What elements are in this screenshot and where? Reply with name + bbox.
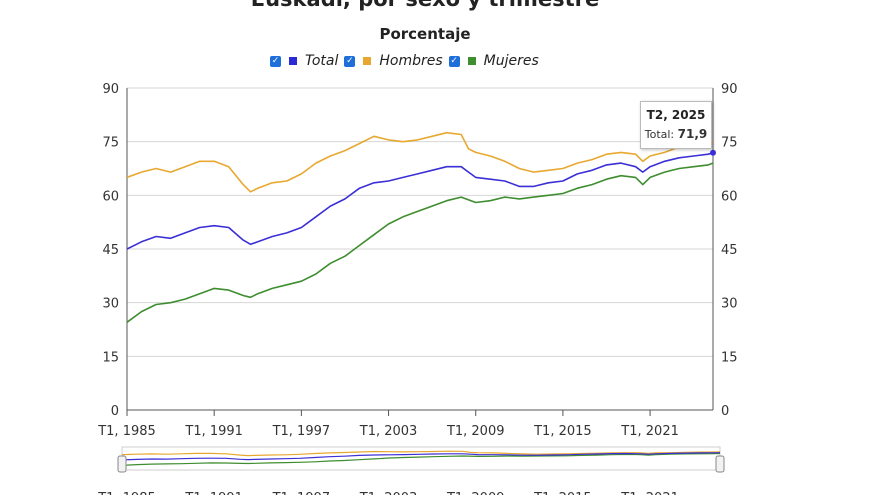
legend-label-total: Total bbox=[305, 53, 339, 69]
tooltip: T2, 2025 Total: 71,9 bbox=[640, 101, 712, 149]
x-tick-label-4: T1, 2009 bbox=[446, 424, 505, 439]
y-tick-label-right-5: 75 bbox=[721, 136, 738, 151]
navigator-line-hombres bbox=[121, 450, 721, 457]
legend-item-hombres[interactable]: ✓ Hombres bbox=[344, 53, 443, 69]
navigator-label-0: T1, 1985 bbox=[97, 491, 156, 495]
y-tick-label-right-3: 45 bbox=[721, 243, 738, 258]
legend-item-mujeres[interactable]: ✓ Mujeres bbox=[448, 53, 539, 69]
navigator-handle-right bbox=[715, 455, 725, 473]
tooltip-title: T2, 2025 bbox=[646, 108, 706, 122]
legend-label-hombres: Hombres bbox=[379, 53, 443, 69]
legend-swatch-hombres bbox=[363, 57, 372, 65]
series-line-mujeres bbox=[126, 162, 714, 323]
navigator-line-total bbox=[121, 452, 721, 461]
navigator-label-4: T1, 2009 bbox=[446, 491, 505, 495]
series-line-hombres bbox=[126, 131, 714, 193]
y-tick-label-right-4: 60 bbox=[721, 189, 738, 204]
x-tick-label-0: T1, 1985 bbox=[97, 424, 156, 439]
x-tick-label-1: T1, 1991 bbox=[184, 424, 243, 439]
y-tick-label-right-2: 30 bbox=[721, 297, 738, 312]
y-tick-label-left-1: 15 bbox=[102, 350, 119, 365]
y-tick-label-right-0: 0 bbox=[721, 404, 729, 419]
y-tick-label-left-6: 90 bbox=[102, 82, 119, 97]
y-tick-label-left-5: 75 bbox=[102, 136, 119, 151]
navigator-label-5: T1, 2015 bbox=[533, 491, 592, 495]
y-tick-label-left-0: 0 bbox=[111, 404, 119, 419]
navigator-line-mujeres bbox=[121, 452, 721, 466]
tooltip-body: Total: 71,9 bbox=[641, 127, 711, 141]
navigator-label-1: T1, 1991 bbox=[184, 491, 243, 495]
hover-point-marker bbox=[710, 149, 716, 156]
navigator-label-3: T1, 2003 bbox=[359, 491, 418, 495]
x-tick-label-6: T1, 2021 bbox=[620, 424, 679, 439]
legend-swatch-total bbox=[289, 57, 297, 65]
legend-item-total[interactable]: ✓ Total bbox=[270, 53, 338, 69]
legend-label-mujeres: Mujeres bbox=[483, 53, 539, 69]
navigator-label-6: T1, 2021 bbox=[620, 491, 679, 495]
x-tick-label-3: T1, 2003 bbox=[359, 424, 418, 439]
series-line-total bbox=[126, 152, 714, 250]
tooltip-value: 71,9 bbox=[677, 127, 708, 141]
checkbox-checked-icon[interactable]: ✓ bbox=[270, 55, 281, 67]
y-tick-label-left-2: 30 bbox=[102, 297, 119, 312]
legend-swatch-mujeres bbox=[467, 57, 476, 65]
chart-subtitle: Porcentaje bbox=[379, 25, 471, 43]
chart-title: Euskadi, por sexo y trimestre bbox=[0, 0, 850, 11]
checkbox-checked-icon[interactable]: ✓ bbox=[344, 55, 356, 67]
legend: ✓ Total ✓ Hombres ✓ Mujeres bbox=[270, 50, 545, 72]
y-tick-label-left-3: 45 bbox=[102, 243, 119, 258]
y-tick-label-right-1: 15 bbox=[721, 350, 738, 365]
navigator-handle-left bbox=[117, 455, 127, 473]
x-tick-label-5: T1, 2015 bbox=[533, 424, 592, 439]
navigator-label-2: T1, 1997 bbox=[272, 491, 331, 495]
checkbox-checked-icon[interactable]: ✓ bbox=[448, 55, 460, 67]
tooltip-label: Total: bbox=[644, 128, 675, 141]
y-tick-label-left-4: 60 bbox=[102, 189, 119, 204]
x-tick-label-2: T1, 1997 bbox=[272, 424, 331, 439]
y-tick-label-right-6: 90 bbox=[721, 82, 738, 97]
